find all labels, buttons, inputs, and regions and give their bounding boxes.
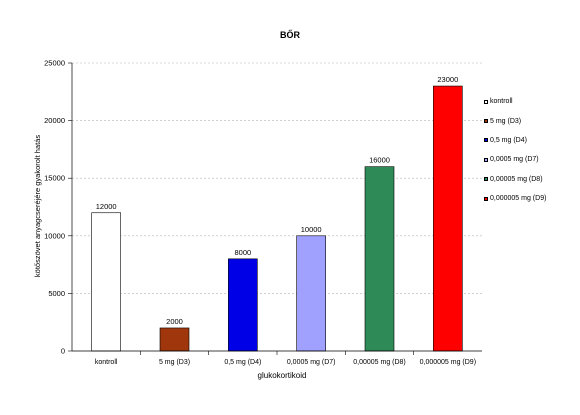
legend-label: 0,000005 mg (D9) [490, 195, 547, 203]
bar [159, 327, 190, 352]
axes [71, 63, 482, 352]
legend-swatch [484, 138, 488, 143]
y-tick-label: 15000 [44, 174, 65, 183]
bar [364, 166, 395, 352]
legend-swatch [484, 196, 488, 201]
bar [228, 258, 258, 352]
x-tick-label: 0,0005 mg (D7) [287, 359, 336, 366]
legend-item: 0,000005 mg (D9) [484, 189, 546, 208]
x-tick-label: 0,000005 mg (D9) [420, 359, 476, 366]
legend-label: 5 mg (D3) [490, 117, 522, 125]
bar [91, 212, 121, 352]
legend-swatch [484, 177, 488, 182]
y-tick-label: 0 [61, 347, 65, 356]
legend-label: 0,00005 mg (D8) [490, 175, 543, 183]
y-axis-label: kötőszövet anyagcseréjére gyakorolt hatá… [33, 135, 42, 277]
data-label: 8000 [234, 248, 251, 257]
y-tick-label: 25000 [44, 59, 65, 68]
legend-item: 5 mg (D3) [484, 111, 546, 130]
x-tick-label: 0,5 mg (D4) [224, 359, 261, 366]
data-label: 23000 [437, 75, 458, 84]
y-tick-label: 5000 [48, 289, 65, 298]
x-tick-label: 0,00005 mg (D8) [353, 359, 406, 366]
legend-swatch [484, 99, 488, 104]
legend-item: 0,00005 mg (D8) [484, 170, 546, 189]
y-axis-ticks: 0 5000 10000 15000 20000 25000 [44, 59, 72, 356]
y-tick-label: 10000 [44, 231, 65, 240]
legend-label: kontroll [490, 98, 513, 106]
legend-label: 0,5 mg (D4) [490, 136, 527, 144]
grid-lines [72, 62, 482, 294]
bar [296, 235, 326, 352]
legend: kontroll 5 mg (D3) 0,5 mg (D4) 0,0005 mg (D… [484, 92, 546, 208]
x-tick-label: 5 mg (D3) [159, 359, 190, 366]
data-labels: 12000 2000 8000 10000 16000 23000 [96, 75, 459, 326]
x-axis-ticks: kontroll 5 mg (D3) 0,5 mg (D4) 0,0005 mg (D… [95, 351, 476, 366]
data-label: 16000 [369, 156, 390, 165]
data-label: 10000 [301, 225, 322, 234]
legend-label: 0,0005 mg (D7) [490, 156, 539, 164]
legend-item: 0,5 mg (D4) [484, 131, 546, 150]
legend-item: 0,0005 mg (D7) [484, 150, 546, 169]
x-tick-label: kontroll [95, 359, 118, 366]
legend-swatch [484, 157, 488, 162]
data-label: 2000 [166, 317, 183, 326]
x-axis-label: glukokortikoid [258, 371, 307, 380]
bar [433, 85, 463, 352]
data-label: 12000 [96, 202, 117, 211]
chart-title: BŐR [280, 29, 301, 40]
bars [91, 85, 463, 352]
legend-item: kontroll [484, 92, 546, 111]
y-tick-label: 20000 [44, 116, 65, 125]
legend-swatch [484, 119, 488, 124]
